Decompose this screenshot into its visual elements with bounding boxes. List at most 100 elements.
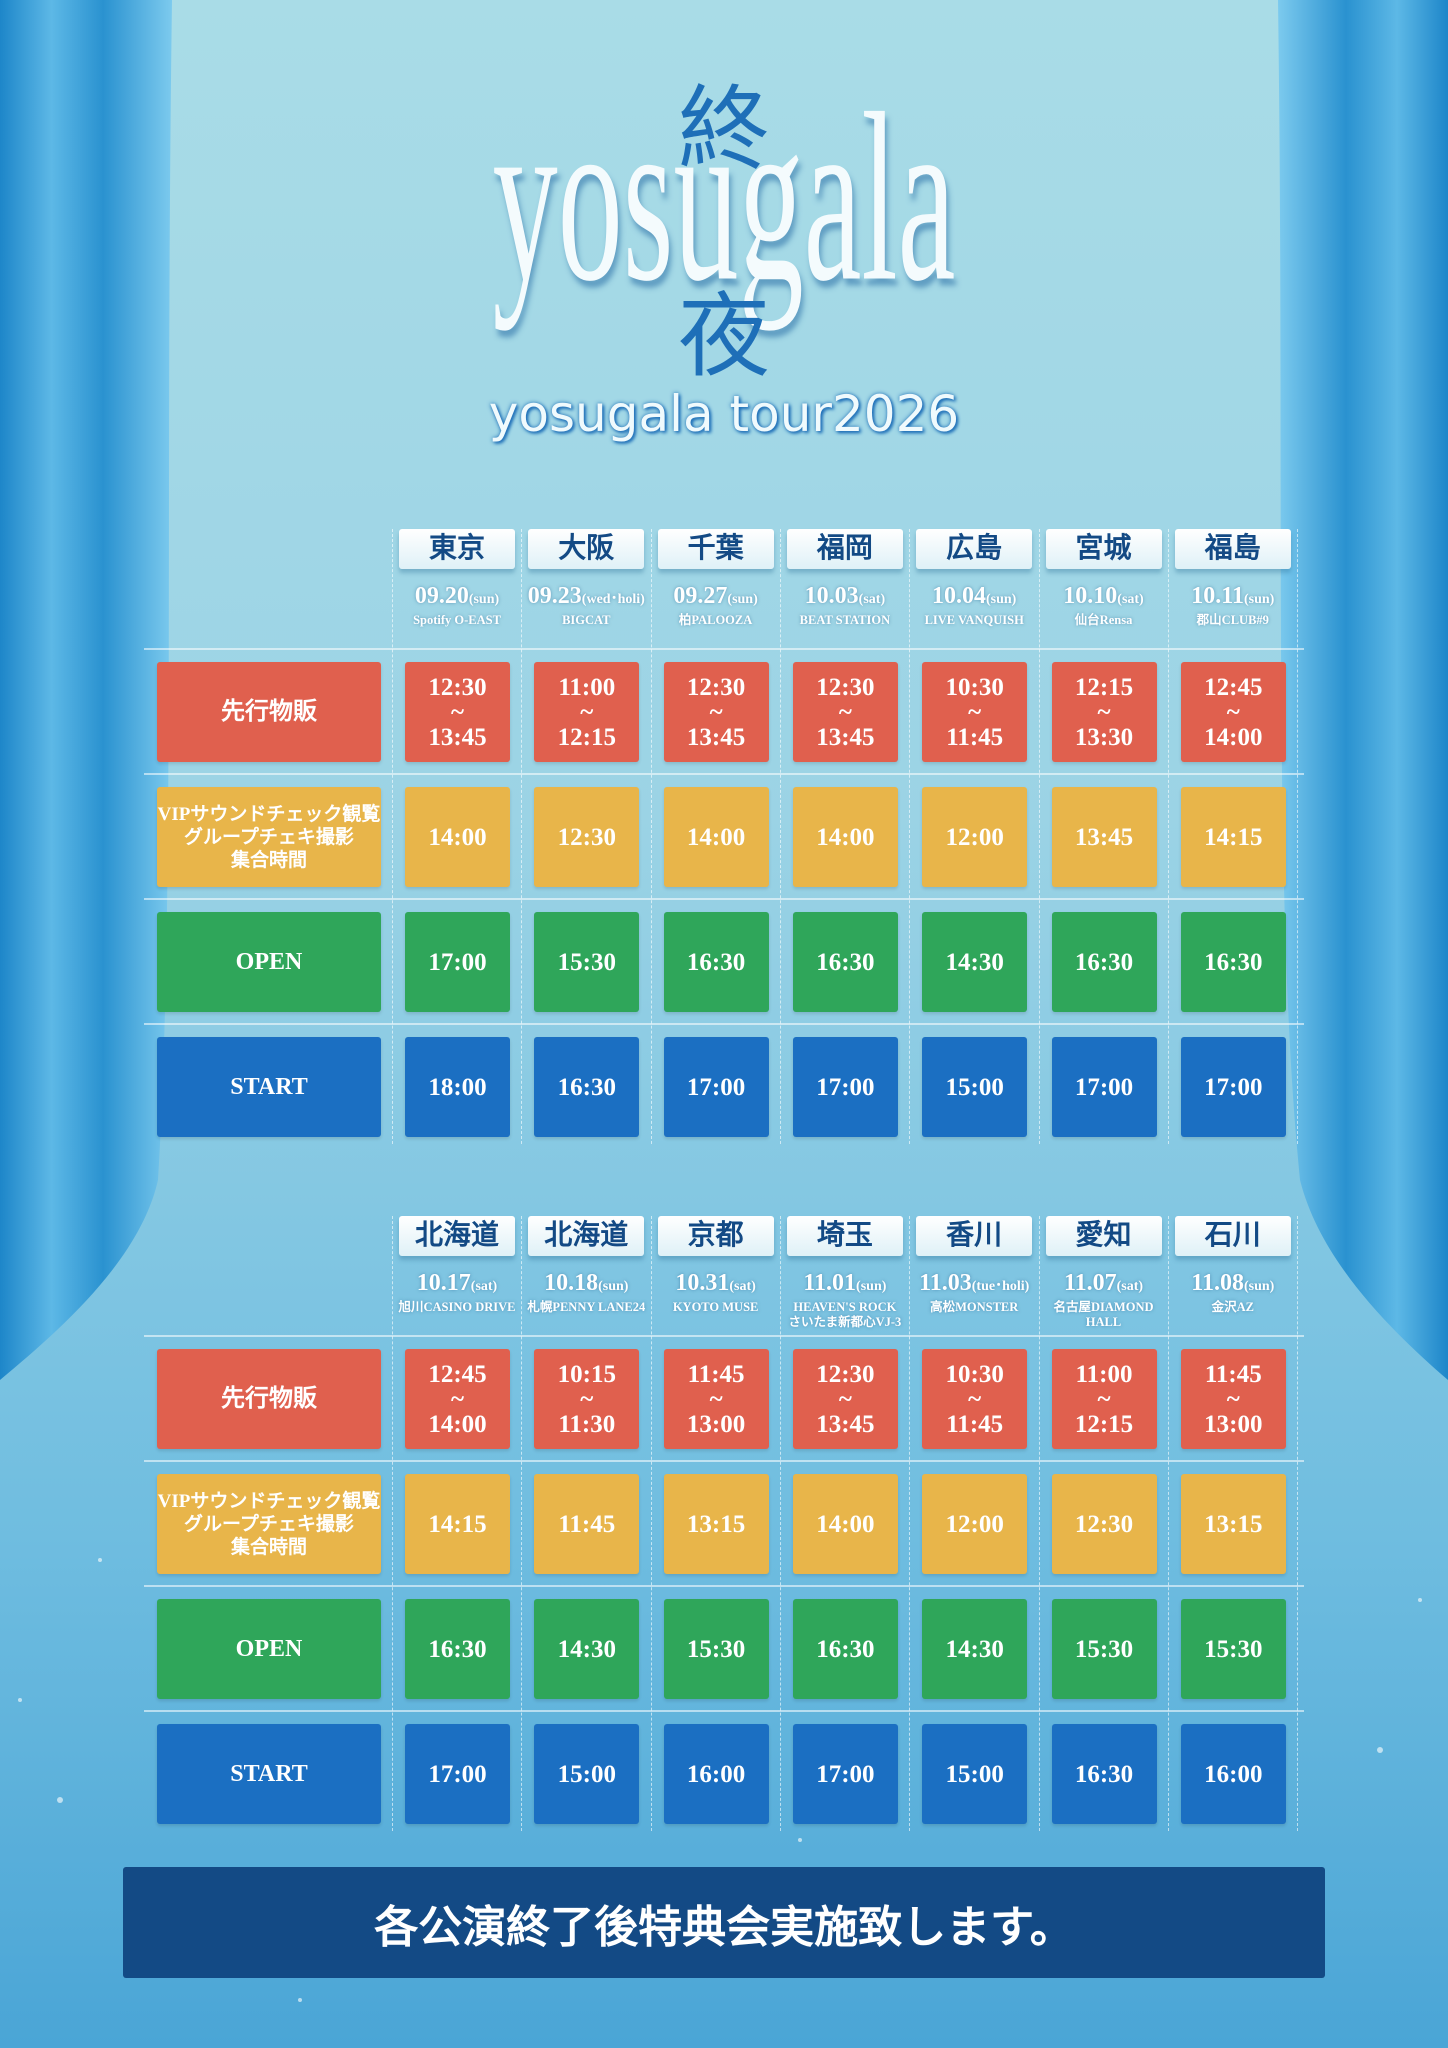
date-text: 09.23 [527,583,582,609]
time-cell: 14:15 [405,1474,510,1574]
date-text: 11.03 [919,1270,972,1296]
weekday: (tue･holi) [971,1279,1030,1294]
time-cell: 11:00 ~ 12:15 [534,662,640,762]
time-cell: 12:30 [534,787,640,887]
date-text: 10.17 [416,1270,471,1296]
venue: 金沢AZ [1211,1300,1254,1314]
row-separator [144,648,1304,650]
time-cell: 16:30 [1051,912,1157,1012]
date: 10.11(sun) [1169,583,1297,610]
city-tab: 広島 [916,529,1033,569]
time-cell: 12:45 ~ 14:00 [1180,662,1286,762]
row-label: 先行物販 [157,1349,381,1449]
date: 11.08(sun) [1169,1270,1297,1297]
date: 10.10(sat) [1040,583,1168,610]
time-cell: 16:00 [1180,1724,1286,1824]
venue: 郡山CLUB#9 [1196,613,1269,627]
time-cell: 17:00 [1180,1037,1286,1137]
venue: HEAVEN'S ROCK さいたま新都心VJ-3 [788,1300,902,1329]
time-cell: 12:15 ~ 13:30 [1051,662,1157,762]
venue: 旭川CASINO DRIVE [398,1300,516,1314]
time-cell: 10:30 ~ 11:45 [922,662,1028,762]
weekday: (sun) [1243,592,1275,607]
weekday: (sun) [856,1279,887,1294]
time-cell: 16:30 [1051,1724,1157,1824]
city-tab: 大阪 [528,529,645,569]
date: 09.23(wed･holi) [522,583,650,610]
weekday: (wed･holi) [581,592,645,607]
city-tab: 香川 [916,1216,1033,1256]
time-cell: 15:00 [922,1037,1028,1137]
time-cell: 16:30 [792,1599,898,1699]
row-separator [144,1023,1304,1025]
venue: LIVE VANQUISH [924,613,1024,627]
city-tab: 北海道 [528,1216,645,1256]
time-cell: 13:45 [1051,787,1157,887]
time-cell: 11:45 ~ 13:00 [1180,1349,1286,1449]
column-divider [1297,1216,1299,1831]
time-cell: 11:45 [534,1474,640,1574]
column-divider [392,529,393,1144]
date-text: 10.03 [804,583,859,609]
venue: 柏PALOOZA [678,613,753,627]
venue: Spotify O-EAST [413,613,501,627]
row-label: START [157,1037,381,1137]
date: 10.04(sun) [910,583,1038,610]
date: 09.20(sun) [393,583,521,610]
time-cell: 10:30 ~ 11:45 [922,1349,1028,1449]
weekday: (sun) [598,1279,629,1294]
date-text: 11.01 [803,1270,857,1296]
time-cell: 16:30 [1180,912,1286,1012]
venue: 高松MONSTER [930,1300,1019,1314]
venue: 仙台Rensa [1074,613,1133,627]
time-cell: 15:30 [534,912,640,1012]
city-tab: 福島 [1174,529,1291,569]
time-cell: 14:30 [922,912,1028,1012]
date: 10.03(sat) [781,583,909,610]
venue: 札幌PENNY LANE24 [527,1300,646,1314]
time-cell: 12:30 ~ 13:45 [792,662,898,762]
time-cell: 17:00 [792,1037,898,1137]
venue: KYOTO MUSE [672,1300,759,1314]
time-cell: 16:30 [663,912,769,1012]
column-divider [650,1216,652,1831]
row-separator [144,898,1304,900]
date-text: 10.31 [675,1270,730,1296]
date: 10.17(sat) [393,1270,521,1297]
time-cell: 15:30 [663,1599,769,1699]
time-cell: 18:00 [405,1037,510,1137]
row-separator [144,1460,1304,1462]
column-divider [392,1216,393,1831]
time-cell: 15:00 [922,1724,1028,1824]
weekday: (sun) [468,592,500,607]
weekday: (sun) [1243,1279,1275,1294]
time-cell: 15:30 [1051,1599,1157,1699]
weekday: (sat) [729,1279,756,1294]
footer: 各公演終了後特典会実施致します。 [123,1867,1325,1978]
time-cell: 11:45 ~ 13:00 [663,1349,769,1449]
date-text: 11.07 [1063,1270,1117,1296]
time-cell: 14:00 [663,787,769,887]
row-label: VIPサウンドチェック観覧 グループチェキ撮影 集合時間 [157,787,381,887]
time-cell: 12:45 ~ 14:00 [405,1349,510,1449]
row-label: 先行物販 [157,662,381,762]
weekday: (sat) [1117,592,1144,607]
date-text: 09.27 [673,583,728,609]
venue: BEAT STATION [799,613,891,627]
time-cell: 17:00 [405,912,510,1012]
date: 10.31(sat) [652,1270,780,1297]
row-label: VIPサウンドチェック観覧 グループチェキ撮影 集合時間 [157,1474,381,1574]
right-curtain [1278,0,1448,1380]
weekday: (sun) [986,592,1017,607]
column-divider [521,1216,523,1831]
weekday: (sat) [1116,1279,1144,1294]
date: 10.18(sun) [522,1270,650,1297]
date-text: 10.04 [932,583,986,609]
logo-wordmark: yosugala [492,64,956,332]
column-divider [521,529,523,1144]
time-cell: 17:00 [663,1037,769,1137]
time-cell: 14:30 [534,1599,640,1699]
time-cell: 12:00 [922,787,1028,887]
date-text: 09.20 [414,583,469,609]
